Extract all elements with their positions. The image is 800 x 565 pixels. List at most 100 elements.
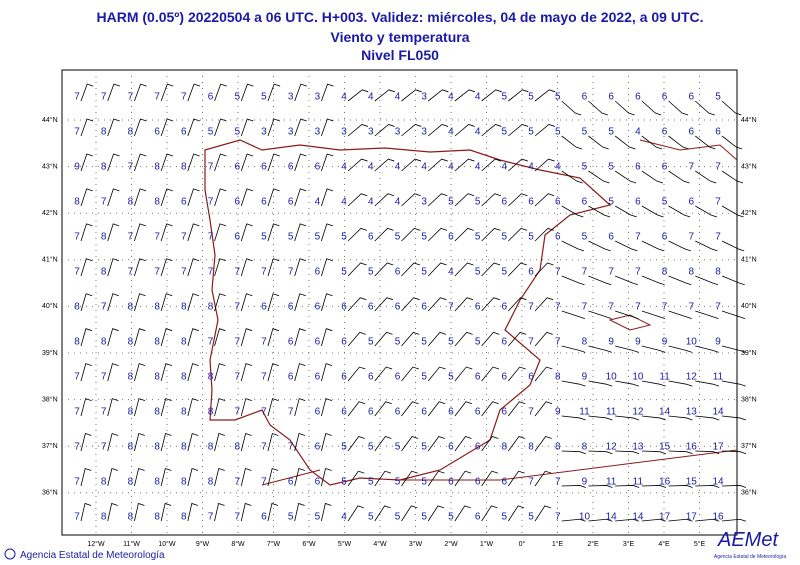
barb <box>267 188 280 207</box>
temperature: 6 <box>181 197 187 208</box>
temperature: 15 <box>659 442 671 453</box>
lat-label: 40°N <box>741 302 757 310</box>
barb <box>615 450 640 455</box>
barb <box>267 328 279 347</box>
barb <box>721 345 746 353</box>
temperature: 6 <box>662 232 668 243</box>
temperature: 7 <box>689 302 695 313</box>
temperature: 5 <box>395 232 401 243</box>
temperature: 8 <box>101 127 107 138</box>
temperature: 10 <box>686 337 698 348</box>
barb <box>80 467 92 487</box>
lon-label: 1°W <box>480 540 494 548</box>
temperature: 7 <box>635 302 641 313</box>
temperature: 6 <box>261 512 267 523</box>
temperature: 7 <box>128 162 134 173</box>
temperature: 7 <box>234 372 240 383</box>
barb <box>80 293 93 312</box>
barb <box>641 518 666 522</box>
temperature: 8 <box>582 337 588 348</box>
temperature: 7 <box>74 442 80 453</box>
temperature: 5 <box>502 127 508 138</box>
barb <box>561 450 586 455</box>
temperature: 7 <box>689 232 695 243</box>
barb <box>187 188 200 207</box>
lon-label: 5°W <box>338 540 352 548</box>
temperature: 6 <box>502 407 508 418</box>
barb <box>107 83 121 102</box>
barb <box>508 158 528 172</box>
temperature: 7 <box>288 442 294 453</box>
barb <box>294 258 307 277</box>
temperature: 7 <box>74 127 80 138</box>
barb <box>294 363 306 382</box>
temperature: 6 <box>662 127 668 138</box>
barb <box>588 275 612 286</box>
temperature: 17 <box>659 512 671 523</box>
temperature: 7 <box>528 477 534 488</box>
barb <box>347 366 366 382</box>
barb <box>641 380 666 387</box>
temperature: 4 <box>448 162 454 173</box>
temperature: 5 <box>368 337 374 348</box>
barb <box>721 240 745 252</box>
temperature: 6 <box>475 302 481 313</box>
barb <box>347 297 367 312</box>
barb <box>80 258 93 277</box>
barb <box>721 415 747 421</box>
temperature: 6 <box>288 477 294 488</box>
temperature: 5 <box>315 232 321 243</box>
temperature: 8 <box>101 162 107 173</box>
barb <box>240 467 252 487</box>
barb <box>160 363 172 382</box>
temperature: 8 <box>154 302 160 313</box>
temperature: 13 <box>686 407 698 418</box>
temperature: 8 <box>128 302 134 313</box>
barb <box>721 275 745 286</box>
temperature: 6 <box>555 232 561 243</box>
barb <box>721 518 747 522</box>
temperature: 6 <box>368 232 374 243</box>
temperature: 6 <box>689 197 695 208</box>
barb <box>615 518 640 522</box>
barb <box>588 518 613 522</box>
barb <box>641 310 666 319</box>
temperature: 6 <box>341 302 347 313</box>
barb <box>454 505 471 522</box>
temperature: 4 <box>395 92 401 103</box>
barb <box>294 118 307 137</box>
barb <box>347 435 365 452</box>
temperature: 10 <box>632 372 644 383</box>
temperature: 4 <box>555 162 561 173</box>
barb <box>454 366 473 382</box>
barb <box>641 415 666 421</box>
barb <box>668 450 693 455</box>
temperature: 4 <box>448 267 454 278</box>
barb <box>614 170 637 184</box>
barb <box>80 328 93 347</box>
temperature: 7 <box>181 92 187 103</box>
temperature: 5 <box>234 92 240 103</box>
barb <box>427 262 447 277</box>
temperature: 6 <box>528 372 534 383</box>
barb <box>160 188 173 207</box>
barb <box>187 118 200 137</box>
barb <box>374 193 395 207</box>
temperature: 7 <box>74 477 80 488</box>
temperature: 3 <box>368 127 374 138</box>
temperature: 6 <box>448 407 454 418</box>
barb <box>614 100 635 116</box>
barb <box>294 433 306 452</box>
temperature: 6 <box>288 162 294 173</box>
temperature: 6 <box>475 442 481 453</box>
temperature: 5 <box>475 267 481 278</box>
temperature: 7 <box>208 267 214 278</box>
temperature: 8 <box>128 127 134 138</box>
temperature: 7 <box>154 232 160 243</box>
barb <box>588 100 609 116</box>
barb <box>481 435 499 452</box>
temperature: 5 <box>502 512 508 523</box>
logo: AEMet <box>717 529 779 551</box>
barb <box>588 310 612 319</box>
temperature: 7 <box>234 477 240 488</box>
